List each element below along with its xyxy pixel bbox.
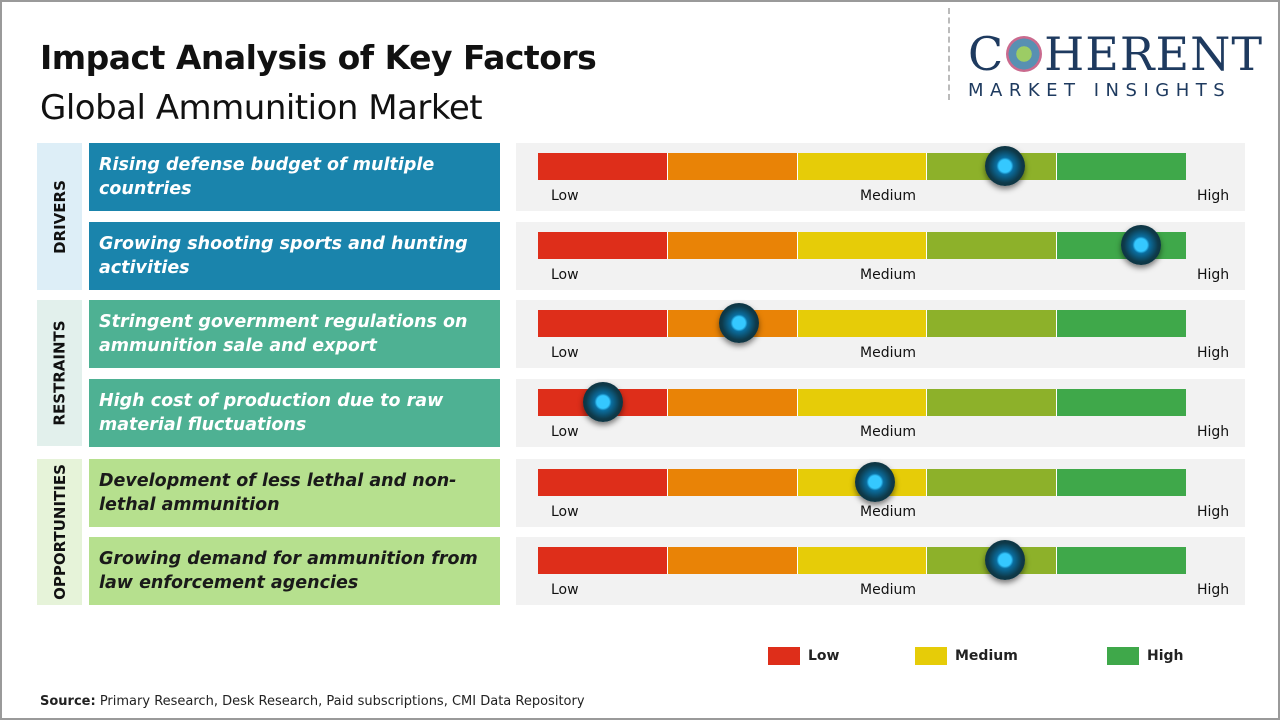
factor-label: Growing shooting sports and hunting acti… [89, 222, 500, 290]
scale-segment [538, 153, 668, 180]
scale-high-label: High [1197, 582, 1230, 598]
scale-medium-label: Medium [860, 345, 916, 361]
impact-marker [984, 540, 1025, 580]
scale-segment [1057, 153, 1186, 180]
category-drivers: DRIVERS [37, 143, 82, 290]
scale-high-label: High [1197, 188, 1230, 204]
scale-medium-label: Medium [860, 504, 916, 520]
scale-segment [797, 153, 928, 180]
scale-segment [538, 310, 668, 337]
scale-medium-label: Medium [860, 188, 916, 204]
scale-low-label: Low [551, 504, 579, 520]
scale-segment [538, 547, 668, 574]
scale-segment [927, 469, 1058, 496]
scale-segment [667, 232, 798, 259]
factor-label: High cost of production due to raw mater… [89, 379, 500, 447]
scale-segment [797, 232, 928, 259]
scale-low-label: Low [551, 424, 579, 440]
scale-high-label: High [1197, 504, 1230, 520]
scale-high-label: High [1197, 345, 1230, 361]
scale-segment [538, 232, 668, 259]
scale-segment [1057, 310, 1186, 337]
divider [948, 8, 950, 100]
scale-segment [927, 389, 1058, 416]
scale-segment [667, 389, 798, 416]
impact-scale: Low Medium High [516, 537, 1245, 605]
scale-medium-label: Medium [860, 582, 916, 598]
factor-label: Development of less lethal and non-letha… [89, 459, 500, 527]
factor-label: Growing demand for ammunition from law e… [89, 537, 500, 605]
scale-segment [797, 389, 928, 416]
scale-segment [1057, 547, 1186, 574]
scale-high-label: High [1197, 424, 1230, 440]
impact-marker [854, 462, 895, 502]
scale-segment [927, 310, 1058, 337]
scale-segment [1057, 469, 1186, 496]
factor-label: Stringent government regulations on ammu… [89, 300, 500, 368]
impact-scale: Low Medium High [516, 379, 1245, 447]
scale-segment [667, 469, 798, 496]
source-note: Source: Primary Research, Desk Research,… [40, 694, 585, 709]
logo: C HERENT MARKET INSIGHTS [968, 27, 1263, 101]
page-title: Impact Analysis of Key Factors [40, 38, 597, 77]
impact-marker [1120, 225, 1161, 265]
impact-marker [718, 303, 759, 343]
scale-segment [927, 232, 1058, 259]
category-restraints: RESTRAINTS [37, 300, 82, 446]
page-subtitle: Global Ammunition Market [40, 88, 483, 128]
impact-scale: Low Medium High [516, 300, 1245, 368]
scale-low-label: Low [551, 188, 579, 204]
scale-medium-label: Medium [860, 424, 916, 440]
scale-segment [667, 547, 798, 574]
scale-segment [1057, 389, 1186, 416]
scale-segment [538, 469, 668, 496]
impact-scale: Low Medium High [516, 222, 1245, 290]
factor-label: Rising defense budget of multiple countr… [89, 143, 500, 211]
scale-segment [797, 547, 928, 574]
impact-marker [984, 146, 1025, 186]
scale-low-label: Low [551, 345, 579, 361]
impact-marker [582, 382, 623, 422]
scale-medium-label: Medium [860, 267, 916, 283]
legend-low: Low [768, 647, 839, 665]
globe-icon [1006, 36, 1043, 72]
impact-scale: Low Medium High [516, 459, 1245, 527]
scale-low-label: Low [551, 582, 579, 598]
category-opportunities: OPPORTUNITIES [37, 459, 82, 605]
legend-high: High [1107, 647, 1184, 665]
scale-low-label: Low [551, 267, 579, 283]
scale-segment [667, 153, 798, 180]
scale-high-label: High [1197, 267, 1230, 283]
legend-medium: Medium [915, 647, 1018, 665]
impact-scale: Low Medium High [516, 143, 1245, 211]
scale-segment [797, 310, 928, 337]
